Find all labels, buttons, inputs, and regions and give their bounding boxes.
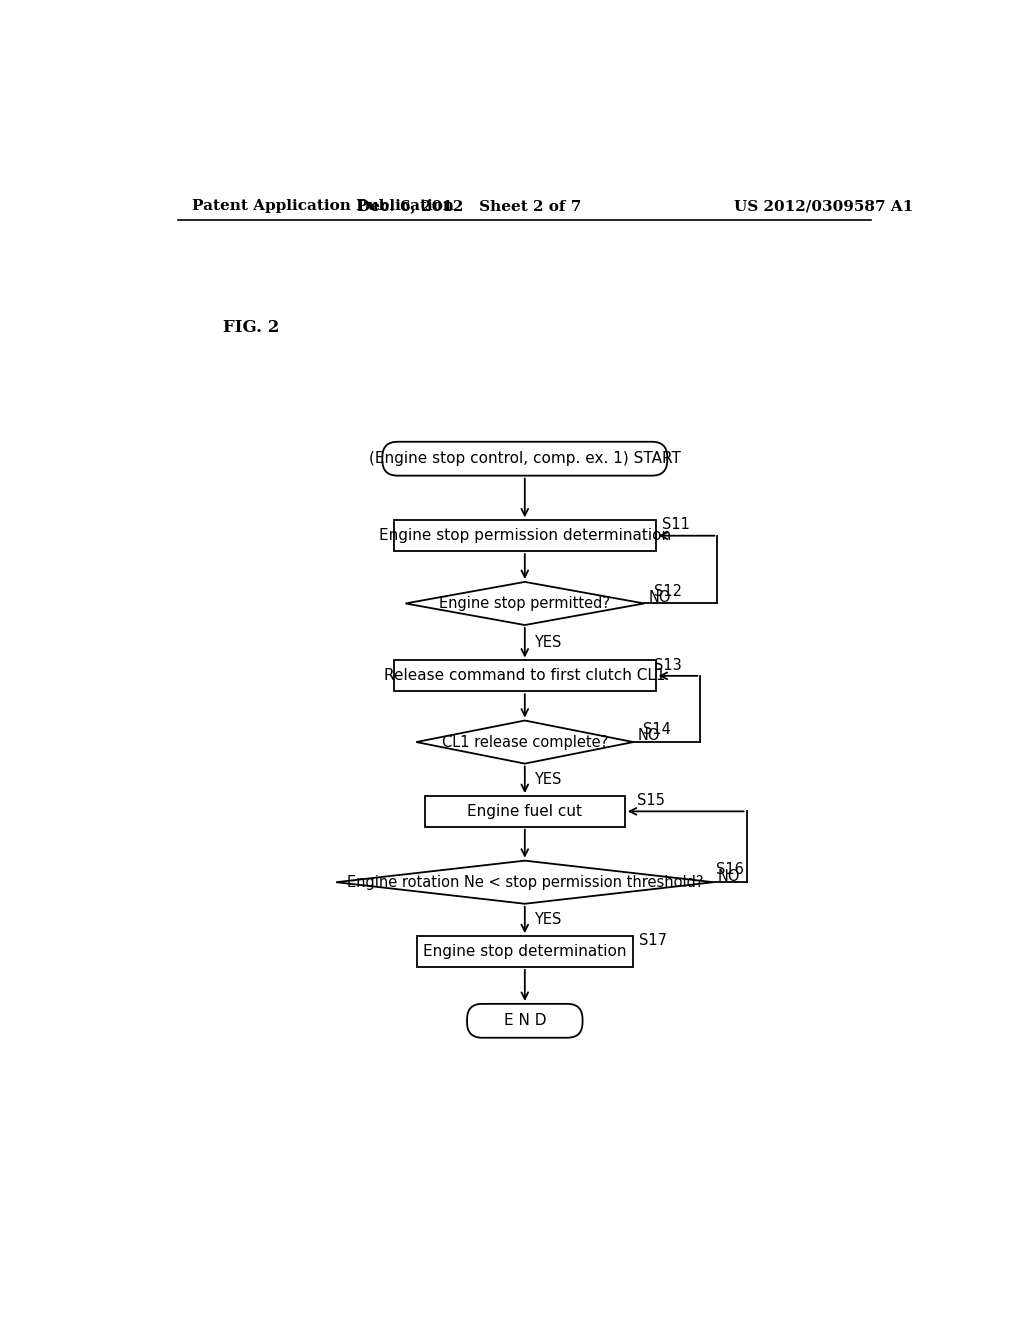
Bar [417,936,633,966]
Text: YES: YES [535,635,561,651]
Text: S16: S16 [716,862,743,878]
Polygon shape [406,582,644,626]
Text: FIG. 2: FIG. 2 [223,319,280,337]
Text: E N D: E N D [504,1014,546,1028]
Text: Patent Application Publication: Patent Application Publication [193,199,455,213]
Text: S11: S11 [662,517,690,532]
FancyBboxPatch shape [467,1003,583,1038]
Text: NO: NO [718,869,740,883]
Text: Engine stop permission determination: Engine stop permission determination [379,528,671,544]
Bar [394,520,655,552]
Text: NO: NO [649,590,672,605]
Text: Engine stop permitted?: Engine stop permitted? [439,595,610,611]
Bar [425,796,625,826]
Text: (Engine stop control, comp. ex. 1) START: (Engine stop control, comp. ex. 1) START [369,451,681,466]
Text: US 2012/0309587 A1: US 2012/0309587 A1 [734,199,913,213]
Text: YES: YES [535,912,561,928]
Text: S13: S13 [654,657,682,673]
Text: Release command to first clutch CL1: Release command to first clutch CL1 [384,668,666,684]
Text: S12: S12 [654,583,682,599]
Text: YES: YES [535,772,561,787]
Text: Engine stop determination: Engine stop determination [423,944,627,960]
Text: Engine fuel cut: Engine fuel cut [467,804,583,818]
Polygon shape [336,861,714,904]
Text: S15: S15 [637,793,666,808]
Text: S14: S14 [643,722,671,738]
Text: NO: NO [638,729,660,743]
Text: S17: S17 [639,933,667,948]
Text: CL1 release complete?: CL1 release complete? [441,734,608,750]
Polygon shape [416,721,634,763]
FancyBboxPatch shape [382,442,668,475]
Bar [394,660,655,692]
Text: Dec. 6, 2012   Sheet 2 of 7: Dec. 6, 2012 Sheet 2 of 7 [357,199,582,213]
Text: Engine rotation Ne < stop permission threshold?: Engine rotation Ne < stop permission thr… [346,875,703,890]
